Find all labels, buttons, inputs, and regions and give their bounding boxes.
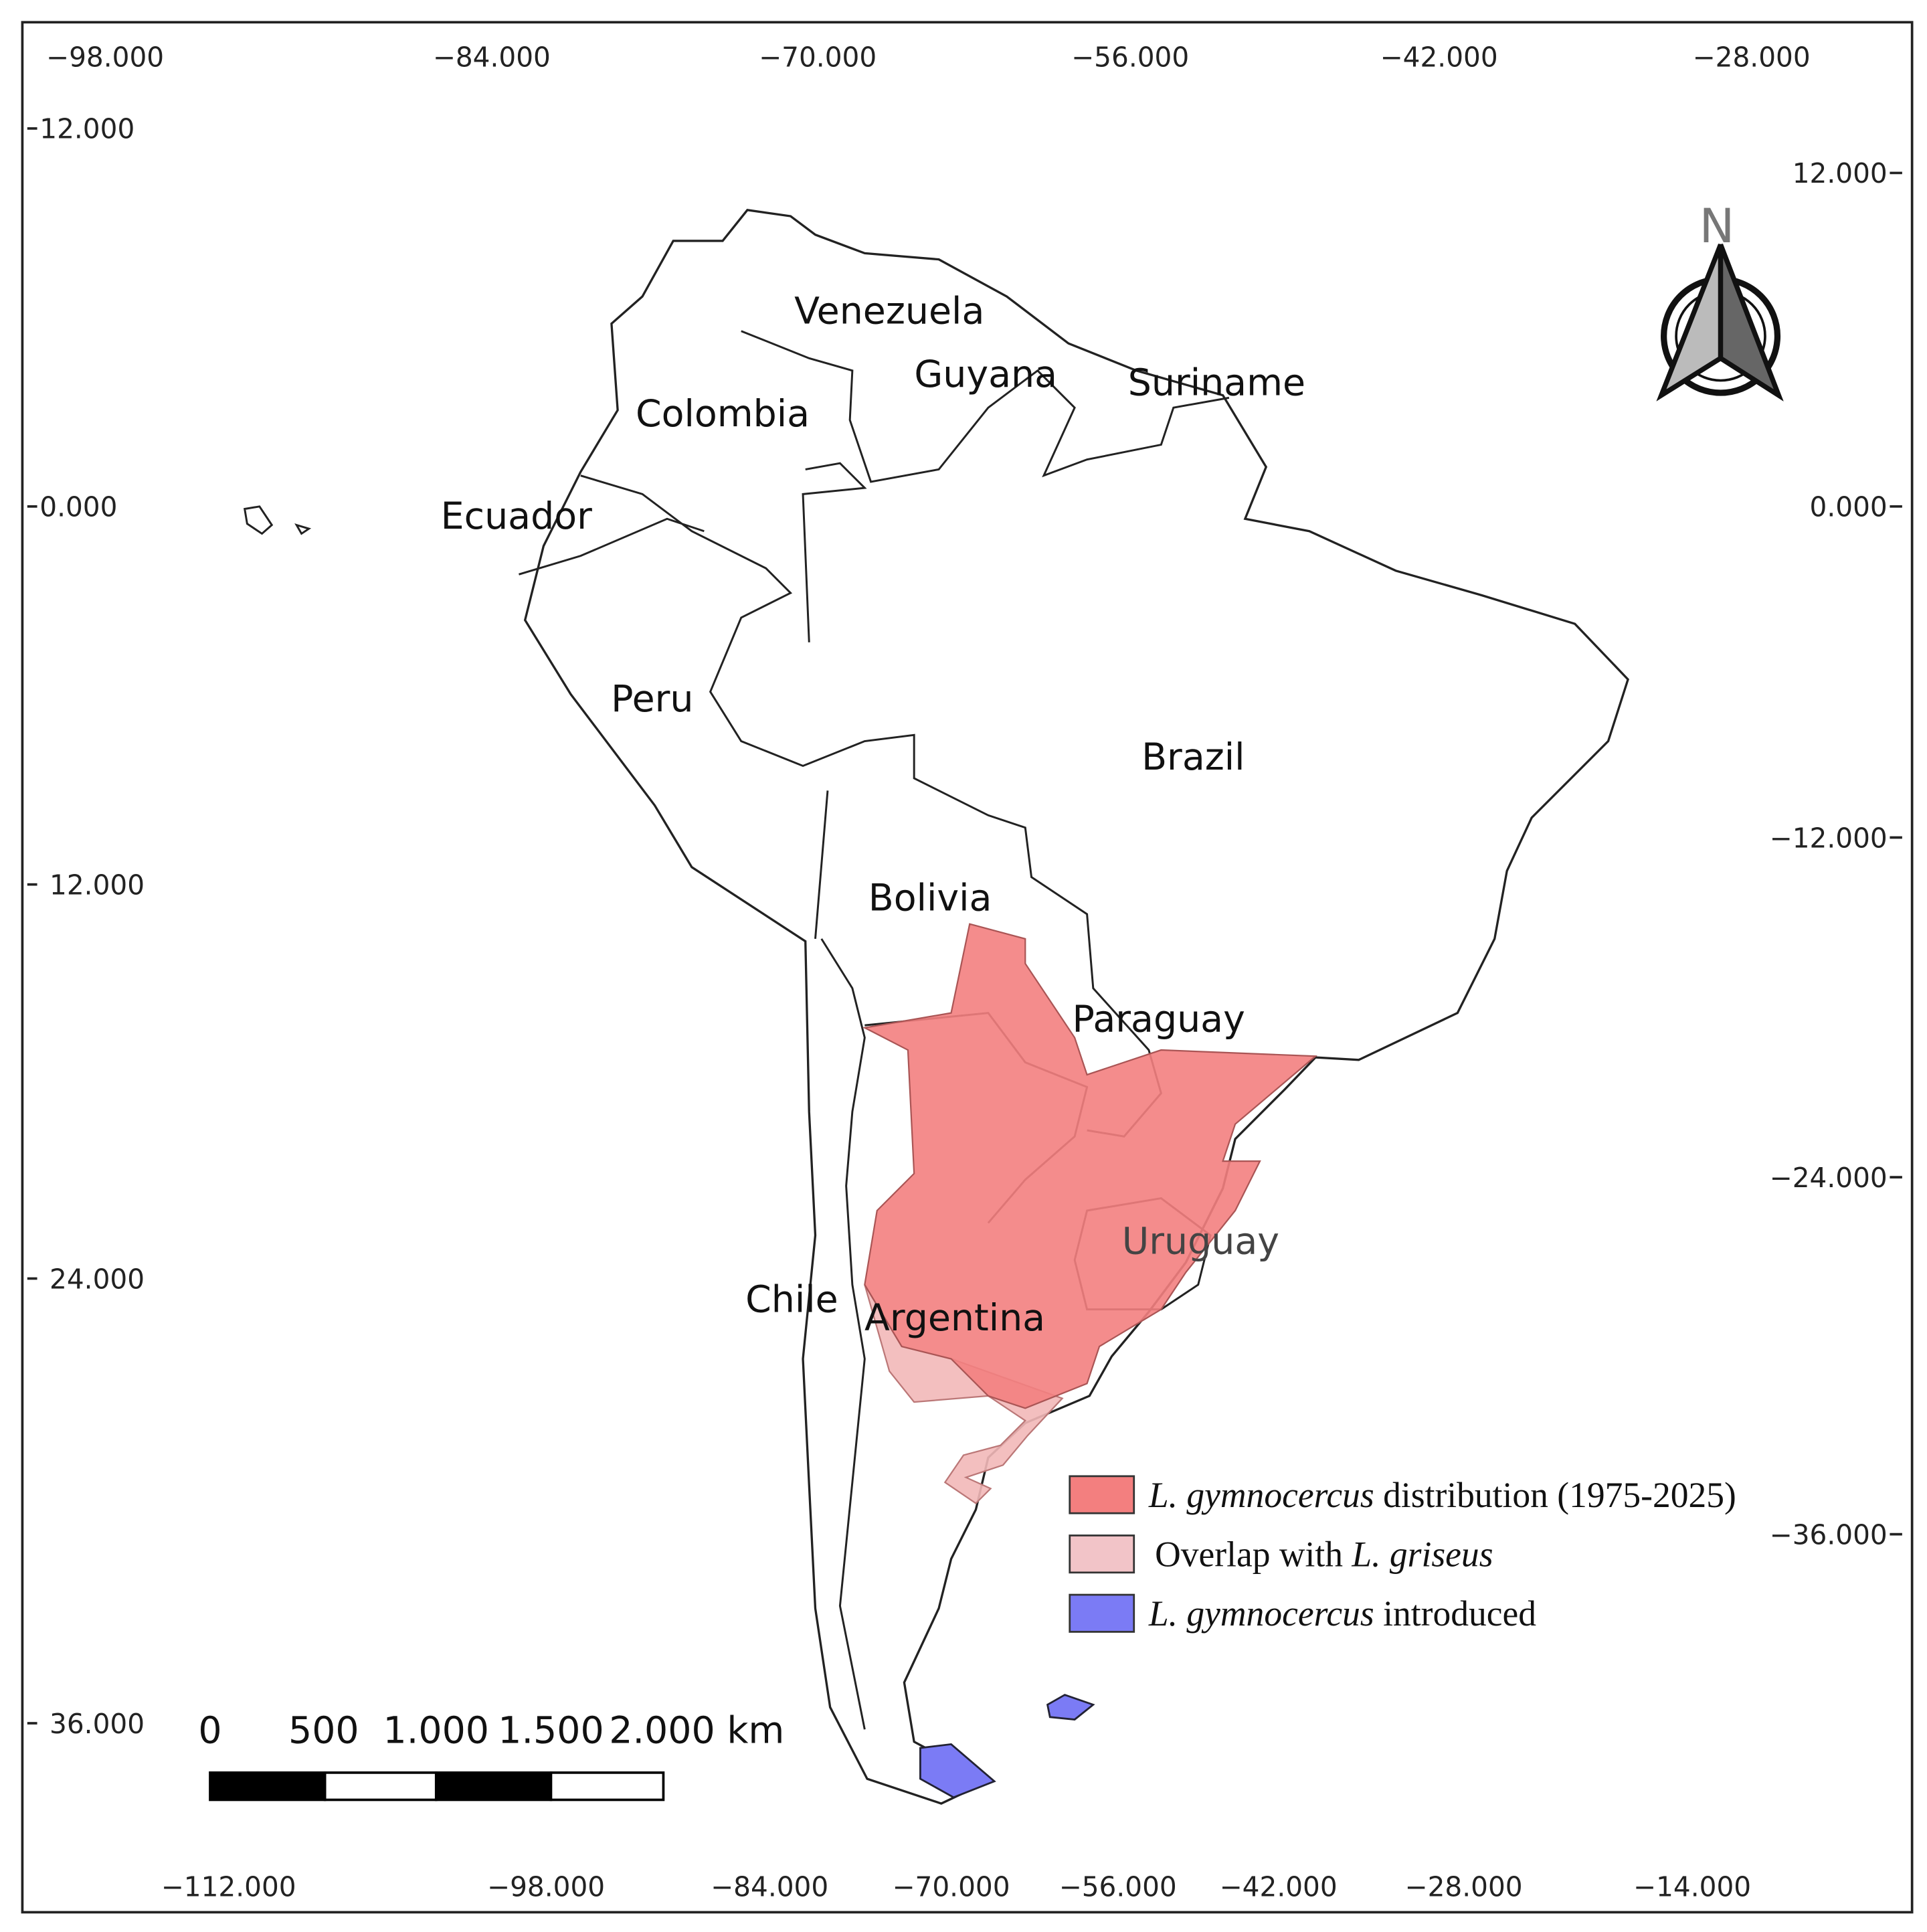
distribution-area (862, 923, 1317, 1409)
legend-text: L. gymnocercus (1148, 1593, 1374, 1634)
country-label: Chile (745, 1278, 838, 1321)
right-tick-label: −24.000 (1770, 1162, 1888, 1194)
legend-label: L. gymnocercus distribution (1975-2025) (1148, 1475, 1736, 1515)
legend-text: Overlap with (1155, 1534, 1352, 1575)
top-tick-label: −42.000 (1380, 41, 1498, 74)
country-label: Bolivia (868, 877, 992, 919)
top-tick-label: −70.000 (759, 41, 877, 74)
legend-text: distribution (1975-2025) (1374, 1475, 1736, 1515)
top-tick-label: −84.000 (433, 41, 551, 74)
top-tick-label: −28.000 (1693, 41, 1811, 74)
scale-label: 1.500 (498, 1710, 604, 1753)
left-tick-label: 36.000 (50, 1708, 145, 1740)
country-label: Ecuador (441, 495, 592, 538)
bottom-tick-label: −98.000 (487, 1870, 605, 1903)
legend-label: Overlap with L. griseus (1155, 1534, 1493, 1575)
country-label: Uruguay (1122, 1221, 1279, 1263)
scale-label: 2.000 km (609, 1710, 784, 1753)
legend-swatch (1069, 1475, 1135, 1514)
legend-swatch (1069, 1593, 1135, 1633)
country-label: Paraguay (1072, 998, 1245, 1041)
scale-label: 1.000 (383, 1710, 489, 1753)
country-label: Guyana (914, 353, 1057, 396)
right-tick-label: 12.000 (1793, 157, 1888, 189)
north-arrow-right (1718, 244, 1784, 402)
scale-segment (549, 1771, 665, 1802)
top-tick-label: −98.000 (46, 41, 164, 74)
scale-label: 500 (288, 1710, 359, 1753)
scale-segment (209, 1771, 327, 1802)
right-tick-label: 0.000 (1810, 491, 1888, 523)
country-label: Argentina (864, 1297, 1045, 1340)
country-label: Suriname (1128, 362, 1305, 405)
introduced-area (919, 1694, 1095, 1799)
left-tick-label: 0.000 (39, 491, 117, 523)
scale-segment (434, 1771, 553, 1802)
right-tick-label: −36.000 (1770, 1518, 1888, 1551)
country-label: Peru (611, 678, 693, 721)
north-arrow: N (1656, 199, 1784, 402)
country-label: Colombia (636, 393, 810, 436)
legend-swatch (1069, 1534, 1135, 1574)
bottom-tick-label: −70.000 (893, 1870, 1010, 1903)
left-tick-label: 12.000 (39, 113, 134, 145)
legend-text: L. griseus (1351, 1534, 1493, 1575)
coordinate-ticks: −98.000 −84.000 −70.000 −56.000 −42.000 … (27, 41, 1902, 1903)
legend-label: L. gymnocercus introduced (1148, 1593, 1536, 1634)
left-tick-label: 24.000 (50, 1263, 145, 1295)
galapagos (243, 505, 312, 535)
legend-text: L. gymnocercus (1148, 1475, 1374, 1515)
north-label: N (1700, 199, 1734, 254)
country-label: Brazil (1141, 736, 1245, 779)
legend: L. gymnocercus distribution (1975-2025) O… (1069, 1475, 1736, 1634)
legend-text: introduced (1374, 1593, 1536, 1634)
bottom-tick-label: −112.000 (161, 1870, 296, 1903)
country-label: Venezuela (794, 290, 984, 333)
scale-segment (323, 1771, 438, 1802)
bottom-tick-label: −56.000 (1059, 1870, 1177, 1903)
bottom-tick-label: −28.000 (1405, 1870, 1523, 1903)
top-tick-label: −56.000 (1071, 41, 1189, 74)
bottom-tick-label: −84.000 (711, 1870, 828, 1903)
bottom-tick-label: −14.000 (1633, 1870, 1751, 1903)
scale-label: 0 (198, 1710, 221, 1753)
left-tick-label: 12.000 (50, 869, 145, 901)
bottom-tick-label: −42.000 (1220, 1870, 1338, 1903)
right-tick-label: −12.000 (1770, 822, 1888, 854)
scale-bar: 0 500 1.000 1.500 2.000 km (198, 1710, 784, 1802)
